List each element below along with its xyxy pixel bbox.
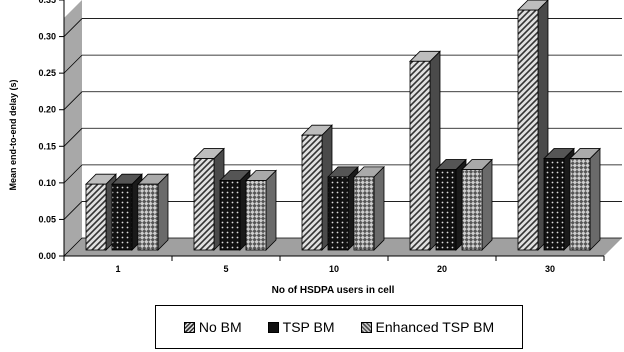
bar-front: [219, 180, 241, 251]
bar: [137, 173, 169, 251]
bar: [461, 158, 493, 251]
y-tick-label: 0.05: [38, 214, 56, 224]
bar: [111, 173, 143, 251]
gridline-depth: [63, 237, 83, 257]
y-axis-label: Mean end-to-end delay (s): [8, 79, 18, 190]
bar-side: [373, 165, 385, 251]
bar: [543, 147, 575, 251]
bar: [409, 50, 441, 251]
legend: No BM TSP BM Enhanced TSP BM: [155, 305, 523, 349]
bar-front: [409, 60, 431, 251]
x-tick-label: 5: [223, 264, 228, 274]
bar-front: [353, 176, 375, 251]
bars: [85, 0, 601, 251]
legend-swatch-enhanced-tsp-bm: [360, 321, 372, 333]
bar-side: [265, 169, 277, 251]
plot-left-wall: [64, 0, 82, 256]
bar-side: [157, 173, 169, 251]
bar: [245, 169, 277, 251]
bar: [193, 147, 225, 251]
legend-item-enhanced-tsp-bm: Enhanced TSP BM: [360, 319, 495, 335]
y-tick-label: 0.15: [38, 141, 56, 151]
bar: [85, 173, 117, 251]
chart: 0.00 0.05 0.10 0.15 0.20 0.25 0.30 0.35 1 5 10 20 30…: [8, 0, 622, 296]
bar: [517, 0, 549, 251]
legend-label: TSP BM: [282, 319, 335, 335]
y-tick-label: 0.10: [38, 178, 56, 188]
bar-front: [85, 183, 107, 251]
bar-front: [301, 134, 323, 251]
axes: 0.00 0.05 0.10 0.15 0.20 0.25 0.30 0.35 1 5 10 20 30: [38, 0, 605, 274]
y-tick-label: 0.00: [38, 251, 56, 261]
legend-label: No BM: [198, 319, 242, 335]
y-tick-label: 0.30: [38, 32, 56, 42]
bar: [353, 165, 385, 251]
gridline-depth: [63, 128, 83, 147]
bar-front: [137, 183, 159, 251]
gridline-depth: [63, 201, 83, 220]
bar-front: [193, 158, 215, 251]
y-tick-label: 0.35: [38, 0, 56, 5]
bar: [219, 169, 251, 251]
gridline-depth: [63, 18, 83, 37]
bar: [435, 158, 467, 251]
legend-swatch-no-bm: [183, 321, 195, 333]
bar-front: [461, 169, 483, 251]
x-tick-label: 10: [329, 264, 339, 274]
y-tick-label: 0.25: [38, 68, 56, 78]
x-tick-label: 1: [115, 264, 120, 274]
x-tick-label: 30: [545, 264, 555, 274]
bar: [569, 147, 601, 251]
gridline-depth: [63, 91, 83, 110]
bar-front: [245, 180, 267, 251]
bar-front: [435, 169, 457, 251]
bar-side: [589, 147, 601, 251]
legend-label: Enhanced TSP BM: [375, 319, 495, 335]
gridline-depth: [63, 54, 83, 74]
bar-front: [517, 9, 539, 251]
x-axis-label: No of HSDPA users in cell: [272, 285, 395, 296]
legend-item-no-bm: No BM: [183, 319, 242, 335]
bar-front: [543, 158, 565, 251]
y-tick-label: 0.20: [38, 105, 56, 115]
gridline-depth: [63, 164, 83, 184]
legend-item-tsp-bm: TSP BM: [267, 319, 335, 335]
bar-front: [327, 176, 349, 251]
bar-front: [569, 158, 591, 251]
bar-front: [111, 183, 133, 251]
bar: [301, 124, 333, 251]
bar: [327, 165, 359, 251]
bar-side: [481, 158, 493, 251]
x-tick-label: 20: [437, 264, 447, 274]
legend-swatch-tsp-bm: [267, 321, 279, 333]
